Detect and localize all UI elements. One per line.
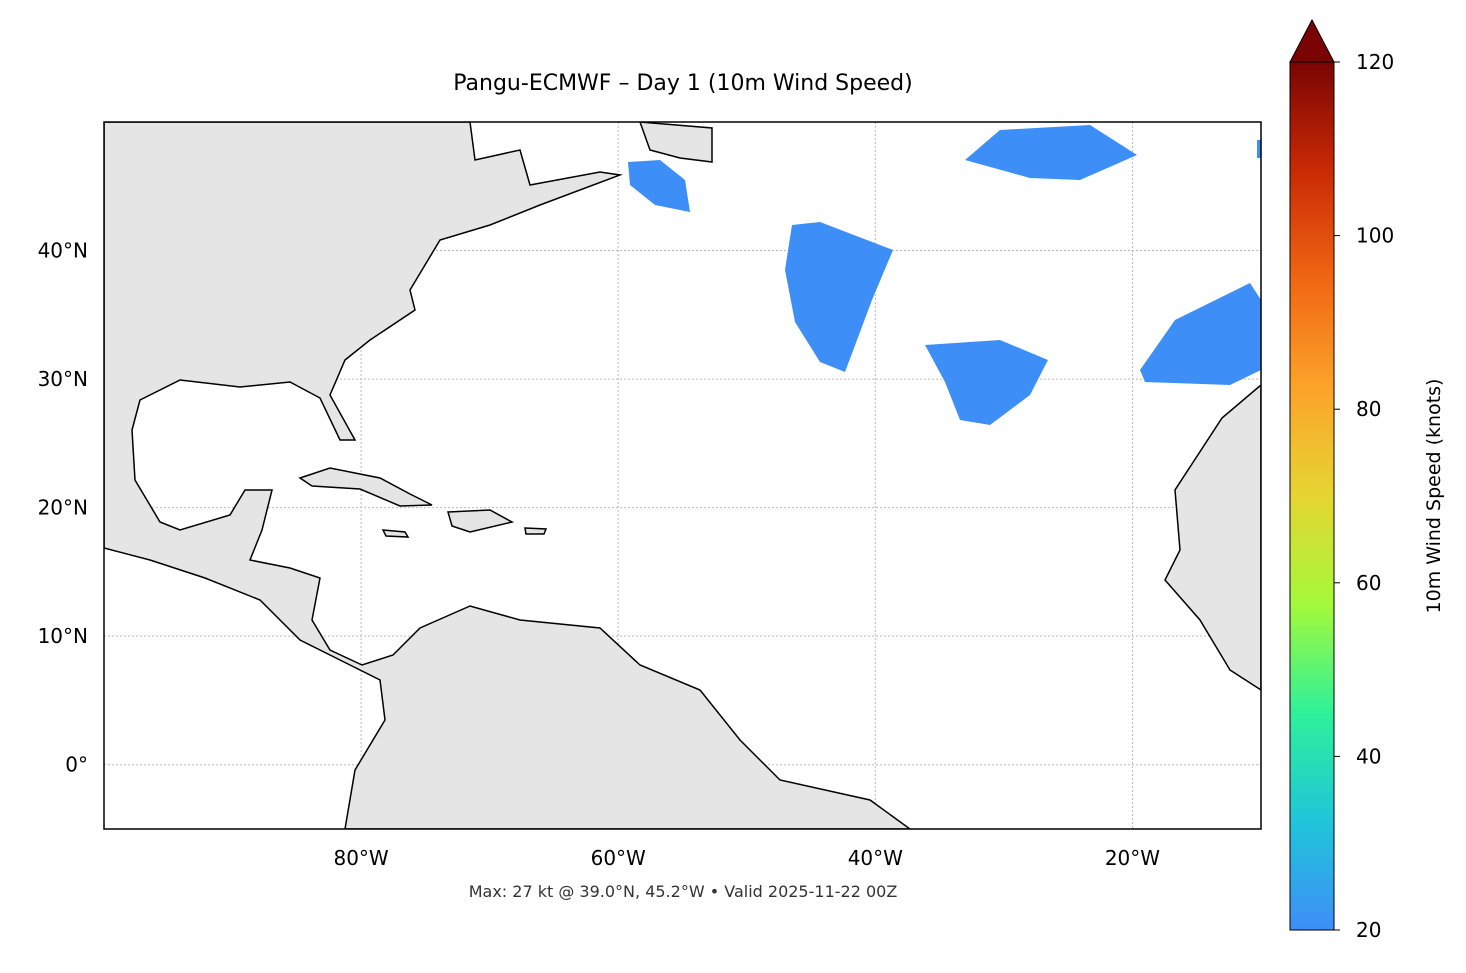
colorbar-ticks: 20 40 60 80 100 120 <box>1334 50 1394 942</box>
newfoundland <box>639 122 713 163</box>
x-tick-label: 80°W <box>333 846 388 870</box>
africa <box>1164 384 1261 691</box>
colorbar <box>1289 61 1335 931</box>
colorbar-extend <box>1289 18 1335 63</box>
wind-area <box>628 160 690 212</box>
y-tick-label: 30°N <box>38 367 88 391</box>
y-tick-label: 0° <box>65 753 88 777</box>
colorbar-label: 10m Wind Speed (knots) <box>1423 379 1445 614</box>
y-tick-label: 10°N <box>38 624 88 648</box>
map-frame <box>103 121 1262 830</box>
colorbar-tick-label: 40 <box>1356 744 1381 768</box>
colorbar-tick-label: 120 <box>1356 50 1394 74</box>
jamaica <box>381 529 410 538</box>
y-tick-label: 20°N <box>38 496 88 520</box>
map-layer <box>104 122 1261 829</box>
colorbar-tick-label: 20 <box>1356 918 1381 942</box>
axes: 80°W 60°W 40°W 20°W 0° 10°N 20°N 30°N 40°N <box>38 239 1161 870</box>
wind-area <box>1257 140 1261 158</box>
x-tick-label: 20°W <box>1105 846 1160 870</box>
wind-area <box>785 222 893 372</box>
x-tick-label: 60°W <box>591 846 646 870</box>
wind-area <box>965 125 1137 180</box>
americas <box>104 122 912 829</box>
colorbar-tick-label: 60 <box>1356 571 1381 595</box>
title: Pangu-ECMWF – Day 1 (10m Wind Speed) <box>453 71 912 96</box>
wind-area <box>925 340 1048 425</box>
footer: Max: 27 kt @ 39.0°N, 45.2°W • Valid 2025… <box>469 882 898 901</box>
wind-area <box>1140 283 1261 385</box>
cuba <box>298 467 433 507</box>
x-tick-label: 40°W <box>848 846 903 870</box>
y-tick-label: 40°N <box>38 239 88 263</box>
colorbar-tick-label: 80 <box>1356 397 1381 421</box>
hispaniola <box>447 509 515 533</box>
colorbar-tick-label: 100 <box>1356 224 1394 248</box>
puerto-rico <box>524 527 548 535</box>
